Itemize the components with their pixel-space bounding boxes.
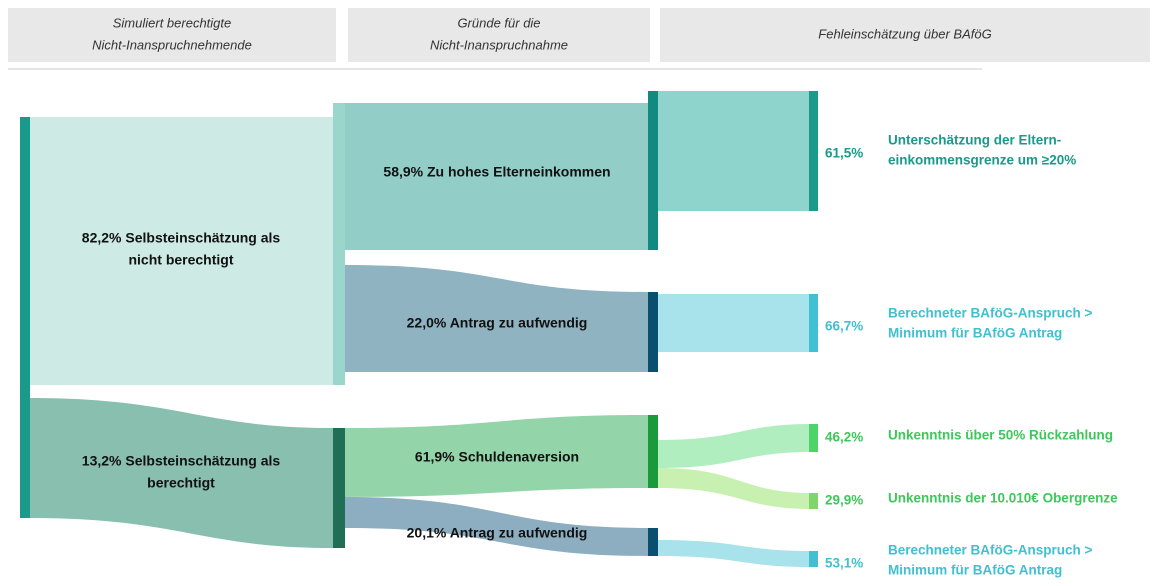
flow bbox=[658, 468, 812, 509]
node-bar bbox=[809, 493, 818, 509]
flow bbox=[658, 294, 810, 352]
outcome-text: einkommensgrenze um ≥20% bbox=[888, 153, 1076, 168]
node-bar bbox=[809, 424, 818, 452]
outcome-text: Unkenntnis über 50% Rückzahlung bbox=[888, 428, 1113, 443]
header-text: Nicht-Inanspruchnahme bbox=[430, 37, 568, 52]
node-bar bbox=[809, 294, 818, 352]
node-bar bbox=[333, 428, 345, 548]
node-bar bbox=[333, 103, 345, 385]
header-text: Fehleinschätzung über BAföG bbox=[818, 26, 991, 41]
node-label: 82,2% Selbsteinschätzung als bbox=[82, 230, 281, 246]
flow bbox=[345, 265, 648, 372]
node-label: berechtigt bbox=[147, 475, 215, 491]
outcome-percent: 53,1% bbox=[825, 556, 863, 571]
outcome-text: Unkenntnis der 10.010€ Obergrenze bbox=[888, 491, 1118, 506]
header-box bbox=[660, 8, 1150, 62]
outcome-percent: 46,2% bbox=[825, 430, 863, 445]
header-box bbox=[348, 8, 650, 62]
outcome-text: Berechneter BAföG-Anspruch > bbox=[888, 306, 1093, 321]
node-bar bbox=[648, 528, 658, 556]
outcome-percent: 61,5% bbox=[825, 146, 863, 161]
header-text: Nicht-Inanspruchnehmende bbox=[92, 37, 252, 52]
outcome-percent: 29,9% bbox=[825, 493, 863, 508]
node-label: nicht berechtigt bbox=[128, 252, 233, 268]
node-bar bbox=[809, 91, 818, 211]
node-bar bbox=[648, 292, 658, 372]
outcome-text: Berechneter BAföG-Anspruch > bbox=[888, 543, 1093, 558]
node-label: 22,0% Antrag zu aufwendig bbox=[407, 315, 588, 331]
outcome-text: Minimum für BAföG Antrag bbox=[888, 326, 1062, 341]
node-bar bbox=[648, 91, 658, 250]
outcome-text: Unterschätzung der Eltern- bbox=[888, 133, 1061, 148]
flow bbox=[658, 424, 812, 468]
flow bbox=[345, 415, 648, 497]
outcome-percent: 66,7% bbox=[825, 319, 863, 334]
outcome-text: Minimum für BAföG Antrag bbox=[888, 563, 1062, 578]
flow bbox=[658, 91, 810, 211]
header-text: Gründe für die bbox=[457, 15, 540, 30]
node-bar bbox=[648, 415, 658, 488]
header-text: Simuliert berechtigte bbox=[113, 15, 232, 30]
node-label: 58,9% Zu hohes Elterneinkommen bbox=[383, 164, 610, 180]
flow bbox=[30, 117, 333, 385]
node-label: 13,2% Selbsteinschätzung als bbox=[82, 453, 281, 469]
node-bar bbox=[20, 117, 30, 518]
node-label: 61,9% Schuldenaversion bbox=[415, 449, 579, 465]
node-bar bbox=[809, 551, 818, 567]
flow bbox=[658, 540, 812, 567]
header-box bbox=[8, 8, 336, 62]
node-label: 20,1% Antrag zu aufwendig bbox=[407, 525, 588, 541]
flow bbox=[30, 398, 333, 548]
flow bbox=[345, 103, 648, 250]
flow bbox=[345, 497, 648, 556]
